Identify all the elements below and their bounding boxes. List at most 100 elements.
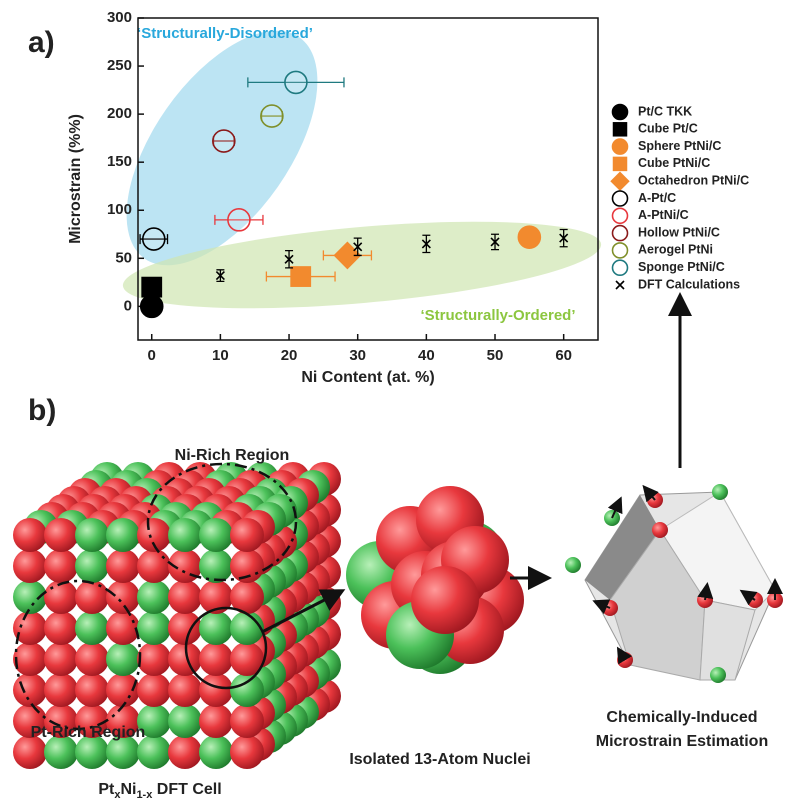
atom	[712, 484, 728, 500]
polyhedron	[584, 491, 776, 681]
atom	[137, 642, 171, 676]
annotation: ‘Structurally-Ordered’	[420, 307, 575, 324]
point	[353, 242, 363, 252]
point	[333, 241, 362, 270]
atom	[137, 735, 171, 769]
atom	[230, 549, 264, 583]
atom	[199, 518, 233, 552]
y-tick-label: 100	[107, 201, 132, 218]
atom	[44, 704, 78, 738]
x-axis-label: Ni Content (at. %)	[301, 369, 434, 386]
legend-label: A-PtNi/C	[638, 208, 689, 222]
atom	[230, 580, 264, 614]
strain-arrow	[739, 589, 758, 606]
atom	[199, 704, 233, 738]
diagram: b) Ni-Rich Region Pt-Rich Region PtxNi1-…	[13, 292, 783, 801]
atom	[137, 704, 171, 738]
legend-marker	[611, 259, 629, 277]
atom	[75, 735, 109, 769]
panel-label: a)	[28, 26, 55, 59]
point	[284, 254, 294, 264]
legend-marker	[615, 280, 625, 290]
legend-label: Sphere PtNi/C	[638, 139, 721, 153]
atom	[75, 642, 109, 676]
estimation-label: Chemically-Induced	[606, 709, 757, 726]
error-bar	[139, 234, 169, 245]
y-tick-label: 200	[107, 105, 132, 122]
y-tick-label: 0	[124, 297, 132, 314]
atom	[230, 642, 264, 676]
atom	[199, 580, 233, 614]
atom	[137, 611, 171, 645]
point	[215, 271, 225, 281]
nuclei-label: Isolated 13-Atom Nuclei	[349, 751, 530, 768]
dft-cell	[13, 462, 341, 769]
error-bar	[247, 77, 345, 88]
atom	[44, 642, 78, 676]
atom	[199, 642, 233, 676]
atom	[75, 518, 109, 552]
atom	[168, 518, 202, 552]
x-tick-label: 50	[487, 347, 504, 364]
atom	[44, 518, 78, 552]
atom	[199, 735, 233, 769]
atom	[106, 673, 140, 707]
point	[260, 104, 284, 128]
atom	[168, 735, 202, 769]
atom	[230, 704, 264, 738]
atom	[13, 611, 47, 645]
atom	[199, 673, 233, 707]
point	[212, 129, 236, 153]
atom	[44, 611, 78, 645]
legend-label: Octahedron PtNi/C	[638, 173, 749, 187]
atom	[168, 611, 202, 645]
legend-marker	[611, 224, 629, 242]
error-bar	[214, 214, 264, 225]
disordered-region	[126, 30, 318, 266]
point	[517, 225, 542, 249]
legend-label: Cube Pt/C	[638, 122, 698, 136]
strain-arrow	[642, 484, 659, 503]
atom	[75, 673, 109, 707]
y-tick-label: 250	[107, 57, 132, 74]
x-tick-label: 30	[349, 347, 366, 364]
panel-label: b)	[28, 394, 56, 427]
atom	[137, 580, 171, 614]
atom	[75, 611, 109, 645]
legend-marker	[611, 190, 629, 207]
legend-marker	[610, 171, 630, 191]
point	[141, 276, 163, 298]
atom	[230, 611, 264, 645]
atom	[199, 611, 233, 645]
atom	[13, 642, 47, 676]
legend-label: Aerogel PtNi	[638, 243, 713, 257]
point	[490, 237, 500, 247]
atom	[106, 611, 140, 645]
legend-label: Sponge PtNi/C	[638, 260, 725, 274]
strain-arrow	[697, 582, 714, 601]
atom	[13, 673, 47, 707]
atom	[13, 580, 47, 614]
legend-marker	[612, 156, 628, 172]
strain-arrow	[592, 599, 611, 615]
atom	[230, 735, 264, 769]
cell-label: PtxNi1-x DFT Cell	[98, 781, 221, 801]
atom	[106, 580, 140, 614]
x-tick-label: 40	[418, 347, 435, 364]
atom	[137, 549, 171, 583]
atom	[137, 673, 171, 707]
legend-marker	[611, 138, 629, 155]
polyhedron-atoms	[565, 484, 783, 683]
atom	[44, 673, 78, 707]
plot-frame	[137, 17, 599, 341]
atom	[106, 518, 140, 552]
strain-arrow	[616, 646, 633, 665]
annotation: ‘Structurally-Disordered’	[137, 25, 313, 42]
x-tick-label: 10	[212, 347, 229, 364]
pt-rich-label: Pt-Rich Region	[31, 724, 146, 741]
point	[421, 239, 431, 249]
atom	[652, 522, 668, 538]
atom	[106, 549, 140, 583]
y-tick-label: 50	[115, 249, 132, 266]
